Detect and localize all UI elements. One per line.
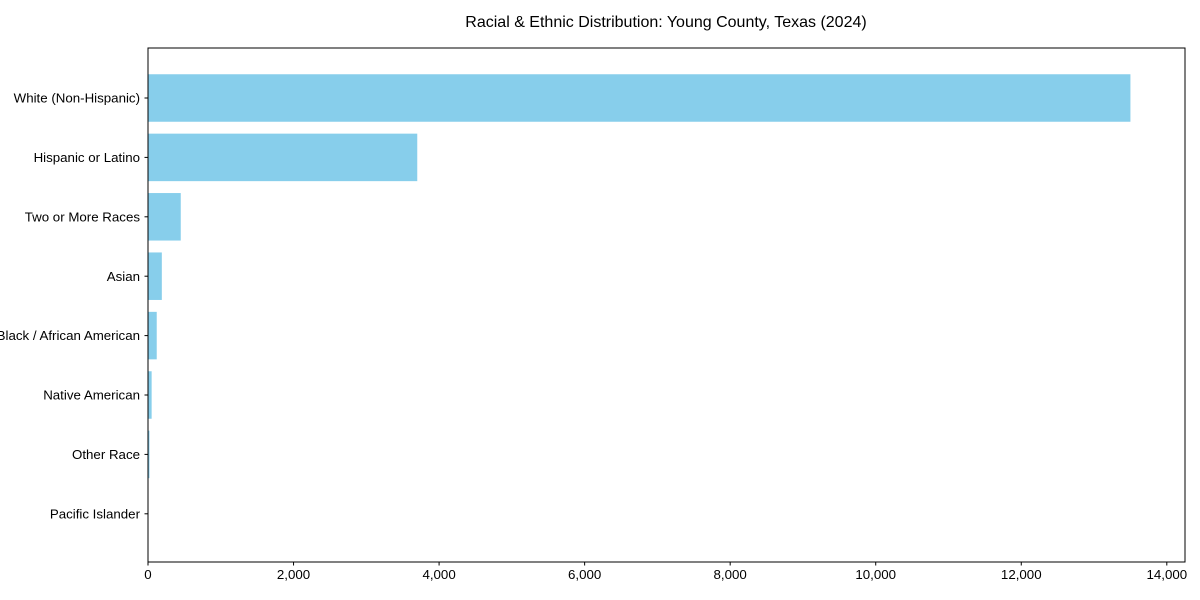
bar (148, 252, 162, 300)
x-tick-label: 6,000 (568, 567, 601, 582)
bar (148, 311, 157, 360)
bars-layer (148, 74, 1131, 538)
chart-title: Racial & Ethnic Distribution: Young Coun… (465, 14, 866, 31)
y-category-label: Two or More Races (25, 209, 141, 224)
x-tick-label: 14,000 (1146, 567, 1187, 582)
x-tick-label: 12,000 (1001, 567, 1042, 582)
plot-frame (147, 47, 1186, 563)
x-tick-label: 8,000 (714, 567, 747, 582)
y-category-label: Other Race (72, 447, 140, 462)
bar (148, 371, 152, 419)
x-tick-label: 0 (144, 567, 151, 582)
y-category-label: Black / African American (0, 328, 140, 343)
y-category-label: Hispanic or Latino (34, 150, 140, 165)
bar (148, 193, 181, 241)
bar (148, 133, 418, 182)
y-category-label: Native American (43, 388, 140, 403)
x-tick-label: 2,000 (277, 567, 310, 582)
y-category-label: White (Non-Hispanic) (14, 91, 140, 106)
y-category-label: Pacific Islander (50, 506, 141, 521)
bar (148, 430, 150, 479)
y-category-label: Asian (107, 269, 140, 284)
x-tick-label: 4,000 (422, 567, 455, 582)
bar (148, 74, 1131, 122)
axes-layer: White (Non-Hispanic) Hispanic or Latino Tw… (0, 47, 1187, 582)
x-tick-label: 10,000 (855, 567, 896, 582)
